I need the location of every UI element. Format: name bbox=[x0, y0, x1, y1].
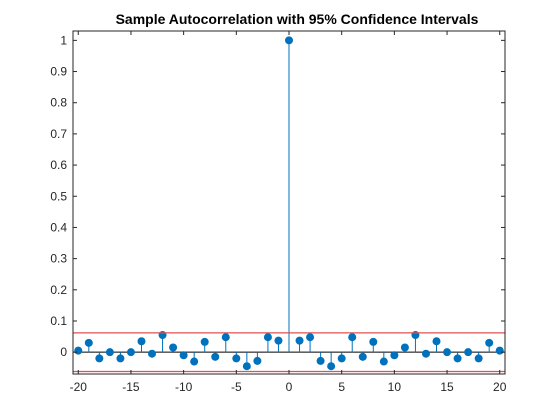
stem-marker bbox=[369, 337, 378, 346]
stem-marker bbox=[306, 333, 315, 342]
y-tick-label: 0.7 bbox=[50, 127, 67, 141]
stem-marker bbox=[95, 354, 104, 363]
y-tick-label: 1 bbox=[60, 33, 67, 47]
stem-marker bbox=[74, 346, 83, 355]
stem-marker bbox=[421, 349, 430, 358]
x-tick-label: 15 bbox=[440, 380, 454, 394]
stem-marker bbox=[179, 351, 188, 360]
stem-marker bbox=[432, 337, 441, 346]
axes: -20 -15 -10 -5 0 5 10 15 20 0 0.1 0.2 0.3 0.4 0.5 0.6 0.… bbox=[50, 30, 507, 394]
x-tick-label: -20 bbox=[70, 380, 88, 394]
x-tick-label: 10 bbox=[388, 380, 402, 394]
x-tick-label: -10 bbox=[175, 380, 193, 394]
stem-marker bbox=[327, 362, 336, 371]
stem-marker bbox=[348, 333, 357, 342]
stem-marker bbox=[400, 343, 409, 352]
stem-marker bbox=[474, 354, 483, 363]
y-tick-label: 0 bbox=[60, 345, 67, 359]
chart-title: Sample Autocorrelation with 95% Confiden… bbox=[116, 11, 479, 27]
x-tick-label: 0 bbox=[286, 380, 293, 394]
stem-marker bbox=[200, 337, 209, 346]
y-tick-label: 0.5 bbox=[50, 189, 67, 203]
stem-marker bbox=[295, 336, 304, 345]
stem-marker bbox=[443, 348, 452, 357]
stem-marker bbox=[316, 356, 325, 365]
x-tick-label: 20 bbox=[493, 380, 507, 394]
stem-marker bbox=[116, 354, 125, 363]
stem-marker bbox=[221, 333, 230, 342]
x-tick-label: -5 bbox=[231, 380, 242, 394]
stem-marker bbox=[84, 338, 93, 347]
stem-marker bbox=[253, 356, 262, 365]
stem-marker bbox=[211, 352, 220, 361]
stem-marker bbox=[158, 331, 167, 340]
stem-marker bbox=[232, 354, 241, 363]
y-tick-label: 0.4 bbox=[50, 220, 67, 234]
stem-marker bbox=[274, 336, 283, 345]
stem-marker bbox=[337, 354, 346, 363]
stem-marker bbox=[105, 348, 114, 357]
stem-marker bbox=[379, 357, 388, 366]
stem-marker bbox=[495, 346, 504, 355]
stem-marker bbox=[242, 362, 251, 371]
stem-marker bbox=[358, 352, 367, 361]
stem-marker bbox=[285, 36, 293, 45]
x-tick-label: 5 bbox=[338, 380, 345, 394]
y-tick-label: 0.1 bbox=[50, 314, 67, 328]
x-tick-label: -15 bbox=[122, 380, 140, 394]
stem-marker bbox=[263, 333, 272, 342]
y-tick-label: 0.3 bbox=[50, 252, 67, 266]
stem-marker bbox=[169, 343, 178, 352]
stem-marker bbox=[485, 338, 494, 347]
stem-marker bbox=[453, 354, 462, 363]
stem-marker bbox=[148, 349, 157, 358]
y-tick-label: 0.9 bbox=[50, 65, 67, 79]
plot-area bbox=[73, 36, 505, 373]
y-tick-label: 0.6 bbox=[50, 158, 67, 172]
stem-marker bbox=[126, 348, 135, 357]
y-tick-label: 0.8 bbox=[50, 96, 67, 110]
stem-marker bbox=[137, 337, 146, 346]
stem-marker bbox=[464, 348, 473, 357]
stem-marker bbox=[190, 357, 199, 366]
y-tick-label: 0.2 bbox=[50, 283, 67, 297]
stem-marker bbox=[390, 351, 399, 360]
stem-marker bbox=[411, 331, 420, 340]
